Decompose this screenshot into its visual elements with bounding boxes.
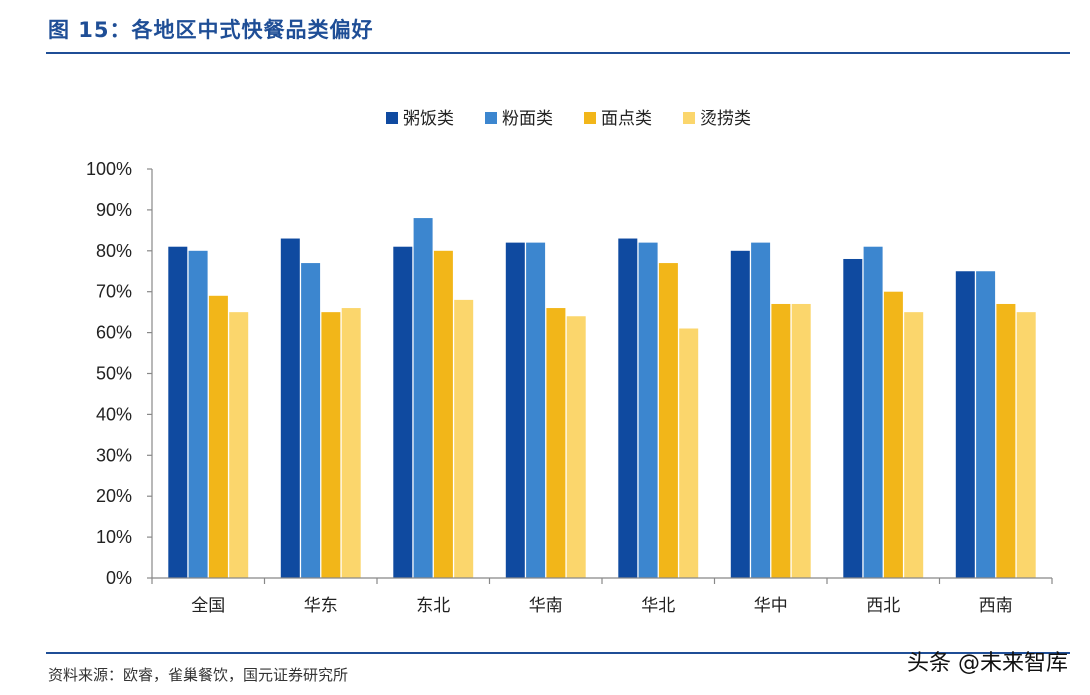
bar bbox=[546, 308, 566, 578]
y-tick-label: 60% bbox=[96, 323, 132, 343]
bar bbox=[505, 242, 525, 578]
bar bbox=[1016, 312, 1036, 578]
y-tick-label: 40% bbox=[96, 404, 132, 424]
legend-swatch bbox=[584, 112, 596, 124]
category-label: 华北 bbox=[641, 596, 675, 616]
category-label: 西南 bbox=[979, 596, 1013, 616]
bar bbox=[658, 263, 678, 578]
bar bbox=[301, 263, 321, 578]
legend-label: 粥饭类 bbox=[403, 109, 454, 129]
y-tick-label: 0% bbox=[106, 568, 132, 588]
bar bbox=[976, 271, 996, 578]
legend-swatch bbox=[485, 112, 497, 124]
legend: 粥饭类 粉面类 面点类 烫捞类 bbox=[386, 109, 751, 129]
y-tick-label: 30% bbox=[96, 445, 132, 465]
bar bbox=[208, 295, 228, 578]
bar bbox=[393, 246, 413, 578]
category-label: 东北 bbox=[416, 596, 450, 616]
bar bbox=[751, 242, 771, 578]
bar bbox=[638, 242, 658, 578]
bar bbox=[863, 246, 883, 578]
category-label: 西北 bbox=[866, 596, 900, 616]
bar bbox=[566, 316, 586, 578]
bar bbox=[526, 242, 546, 578]
bar bbox=[904, 312, 924, 578]
bar bbox=[791, 303, 811, 578]
bar bbox=[229, 312, 249, 578]
bar bbox=[771, 303, 791, 578]
bar bbox=[168, 246, 188, 578]
source-note: 资料来源：欧睿，雀巢餐饮，国元证券研究所 bbox=[48, 666, 349, 684]
bar bbox=[883, 291, 903, 578]
bar bbox=[454, 299, 474, 578]
y-tick-label: 70% bbox=[96, 282, 132, 302]
y-tick-label: 50% bbox=[96, 364, 132, 384]
x-axis: 全国 华东 东北 华南 华北 华中 西北 西南 bbox=[151, 577, 1053, 616]
bar bbox=[413, 218, 433, 578]
category-label: 华南 bbox=[529, 596, 563, 616]
category-label: 全国 bbox=[191, 596, 225, 616]
figure-title: 图 15：各地区中式快餐品类偏好 bbox=[48, 18, 374, 42]
y-tick-label: 80% bbox=[96, 241, 132, 261]
category-label: 华中 bbox=[754, 596, 788, 616]
category-label: 华东 bbox=[304, 596, 338, 616]
bar bbox=[955, 271, 975, 578]
title-rule bbox=[46, 52, 1070, 54]
bar bbox=[280, 238, 300, 578]
y-tick-label: 10% bbox=[96, 527, 132, 547]
y-tick-label: 90% bbox=[96, 200, 132, 220]
bar bbox=[321, 312, 341, 578]
bar bbox=[679, 328, 699, 578]
legend-label: 面点类 bbox=[601, 109, 652, 129]
bar bbox=[996, 303, 1016, 578]
bar bbox=[341, 308, 361, 578]
bar bbox=[843, 258, 863, 578]
bars bbox=[168, 218, 1036, 579]
legend-label: 烫捞类 bbox=[700, 109, 751, 129]
bar bbox=[433, 250, 453, 579]
y-tick-label: 20% bbox=[96, 486, 132, 506]
source-rule bbox=[46, 652, 1070, 654]
bar-chart: 粥饭类 粉面类 面点类 烫捞类 0% 10% 20% 30% 40% 50% 60% 70% 80% 9… bbox=[86, 109, 1053, 616]
watermark: 头条 @未来智库 bbox=[907, 651, 1068, 676]
legend-label: 粉面类 bbox=[502, 109, 553, 129]
bar bbox=[730, 250, 750, 579]
y-tick-label: 100% bbox=[86, 159, 132, 179]
legend-swatch bbox=[386, 112, 398, 124]
y-axis: 0% 10% 20% 30% 40% 50% 60% 70% 80% 90% 100% bbox=[86, 159, 153, 588]
bar bbox=[188, 250, 208, 579]
legend-swatch bbox=[683, 112, 695, 124]
bar bbox=[618, 238, 638, 578]
